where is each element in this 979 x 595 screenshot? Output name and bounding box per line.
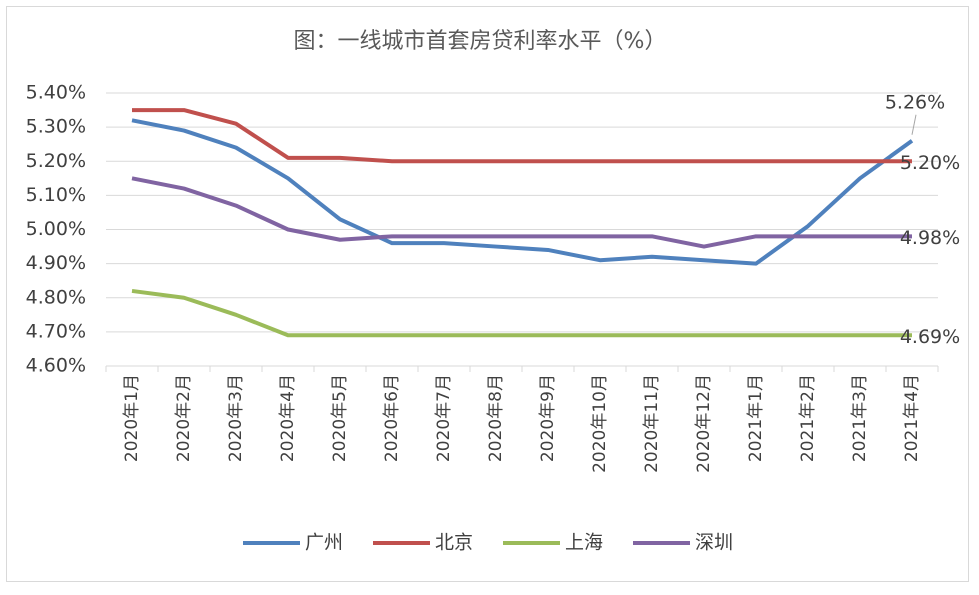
data-label: 4.98%	[900, 227, 960, 249]
y-tick-label: 5.30%	[26, 116, 86, 138]
legend-label: 广州	[305, 532, 343, 554]
y-tick-label: 5.00%	[26, 218, 86, 240]
y-tick-label: 4.90%	[26, 252, 86, 274]
x-tick-label: 2021年1月	[746, 374, 766, 462]
data-label: 4.69%	[900, 326, 960, 348]
x-tick-label: 2020年7月	[434, 374, 454, 462]
label-leader	[911, 114, 917, 135]
x-tick-label: 2020年9月	[538, 374, 558, 462]
y-tick-label: 5.40%	[26, 82, 86, 104]
x-tick-label: 2021年2月	[798, 374, 818, 462]
line-series	[131, 176, 912, 249]
x-tick-label: 2020年1月	[122, 374, 142, 462]
y-tick-label: 4.70%	[26, 320, 86, 342]
legend-label: 北京	[435, 532, 473, 554]
x-tick-label: 2020年11月	[642, 374, 662, 473]
x-tick-label: 2021年4月	[902, 374, 922, 462]
line-series	[131, 118, 914, 266]
x-tick-label: 2020年5月	[330, 374, 350, 462]
x-tick-label: 2020年12月	[694, 374, 714, 473]
x-tick-label: 2020年4月	[278, 374, 298, 462]
y-tick-label: 5.20%	[26, 150, 86, 172]
y-tick-label: 5.10%	[26, 184, 86, 206]
data-label: 5.20%	[900, 152, 960, 174]
legend-label: 深圳	[695, 532, 733, 554]
y-tick-label: 4.80%	[26, 286, 86, 308]
data-label: 5.26%	[885, 91, 945, 113]
x-tick-label: 2020年2月	[174, 374, 194, 462]
x-tick-label: 2020年3月	[226, 374, 246, 462]
x-tick-label: 2020年6月	[382, 374, 402, 462]
x-tick-label: 2021年3月	[850, 374, 870, 462]
chart-title: 图：一线城市首套房贷利率水平（%）	[294, 29, 667, 54]
x-tick-label: 2020年8月	[486, 374, 506, 462]
legend-label: 上海	[565, 532, 603, 554]
line-series	[132, 108, 912, 164]
line-series	[131, 288, 912, 338]
x-tick-label: 2020年10月	[590, 374, 610, 473]
y-tick-label: 4.60%	[26, 355, 86, 377]
